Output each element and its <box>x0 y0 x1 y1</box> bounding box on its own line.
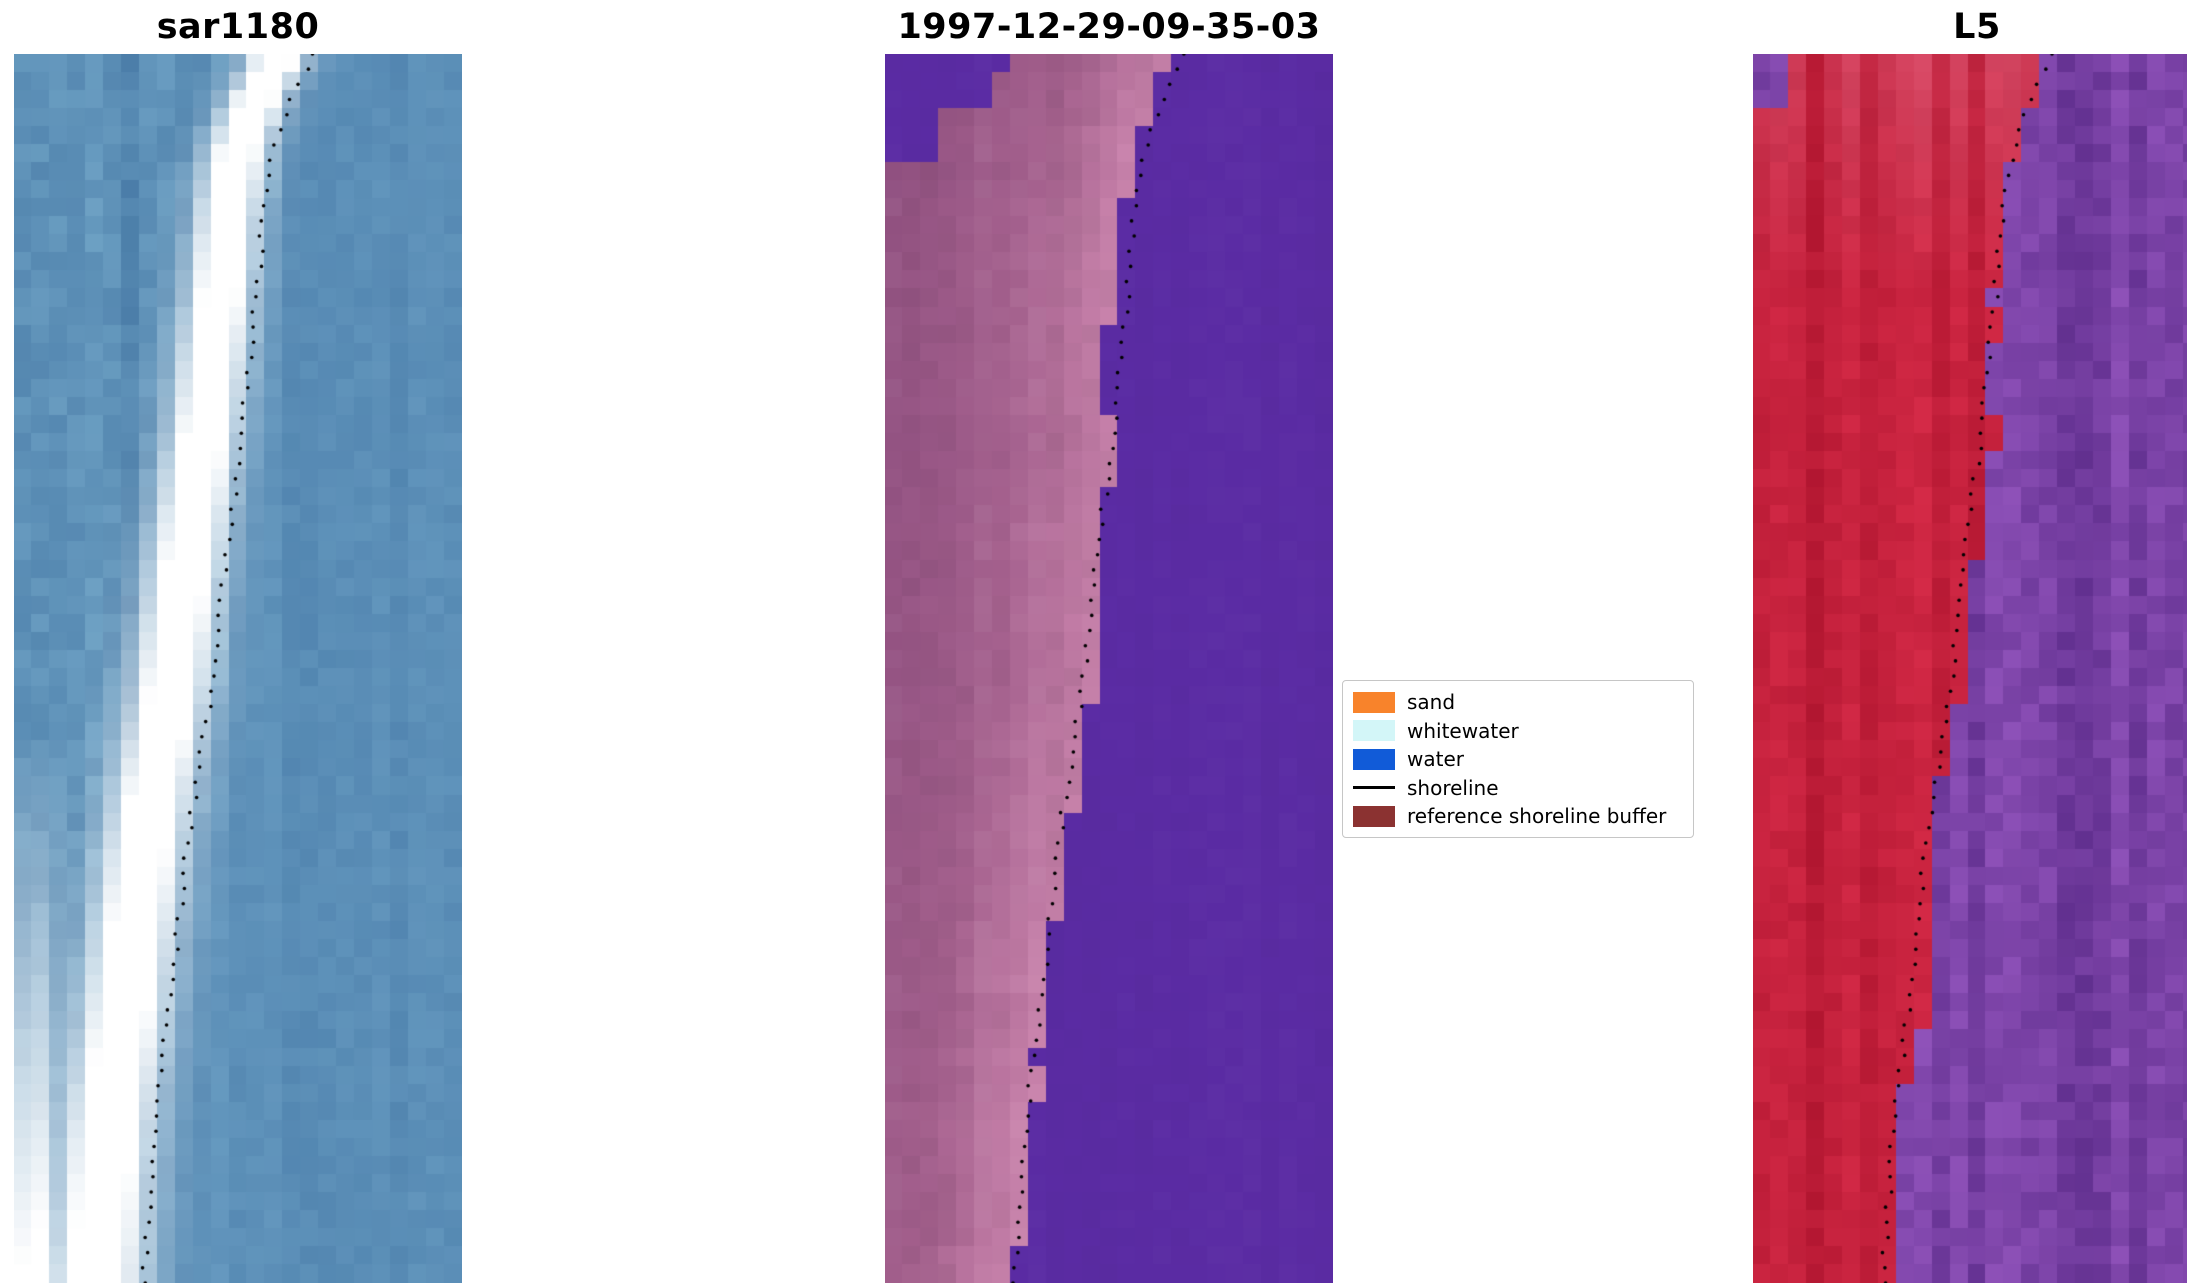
legend-label-water: water <box>1407 747 1464 771</box>
l5-image-canvas <box>1753 54 2187 1283</box>
panel-sar1180: sar1180 <box>14 0 462 1283</box>
legend-item-reference-buffer: reference shoreline buffer <box>1353 803 1683 829</box>
sar-image-canvas <box>14 54 462 1283</box>
sand-swatch-icon <box>1353 691 1395 713</box>
legend-label-whitewater: whitewater <box>1407 718 1519 743</box>
classification-image-canvas <box>885 54 1333 1283</box>
panel-title-sar1180: sar1180 <box>156 7 320 47</box>
legend: sand whitewater water shoreline referenc… <box>1342 680 1694 838</box>
reference-buffer-swatch-icon <box>1353 805 1395 827</box>
panel-classification: 1997-12-29-09-35-03 <box>885 0 1333 1283</box>
legend-item-shoreline: shoreline <box>1353 775 1683 801</box>
panel-l5: L5 <box>1753 0 2187 1283</box>
water-swatch-icon <box>1353 748 1395 770</box>
panel-title-l5: L5 <box>1953 7 2001 47</box>
legend-item-whitewater: whitewater <box>1353 718 1683 744</box>
legend-item-water: water <box>1353 746 1683 772</box>
legend-label-shoreline: shoreline <box>1407 775 1499 800</box>
legend-label-sand: sand <box>1407 690 1456 714</box>
legend-label-reference-buffer: reference shoreline buffer <box>1407 804 1667 828</box>
shoreline-line-icon <box>1353 786 1395 789</box>
whitewater-swatch-icon <box>1353 720 1395 741</box>
panel-title-date: 1997-12-29-09-35-03 <box>897 7 1321 47</box>
legend-item-sand: sand <box>1353 689 1683 715</box>
